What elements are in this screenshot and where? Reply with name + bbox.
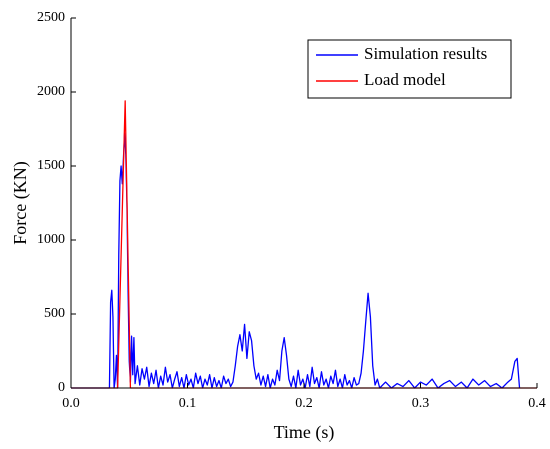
y-tick-label: 0	[58, 380, 65, 395]
y-tick-label: 2000	[37, 84, 65, 99]
x-tick-label: 0.1	[179, 396, 197, 411]
legend-label: Simulation results	[364, 44, 487, 63]
x-tick-label: 0.4	[528, 396, 546, 411]
data-line	[71, 132, 521, 389]
y-tick-label: 1000	[37, 232, 65, 247]
legend-box	[307, 39, 512, 99]
data-line	[71, 100, 537, 389]
y-tick-label: 1500	[37, 158, 65, 173]
x-tick-label: 0.3	[412, 396, 430, 411]
y-tick-label: 2500	[37, 10, 65, 25]
legend-label: Load model	[364, 70, 446, 89]
x-tick-label: 0.2	[295, 396, 313, 411]
y-tick-label: 500	[44, 306, 65, 321]
x-axis-label: Time (s)	[274, 422, 335, 443]
x-tick-label: 0.0	[62, 396, 80, 411]
y-axis-label: Force (KN)	[10, 161, 31, 244]
